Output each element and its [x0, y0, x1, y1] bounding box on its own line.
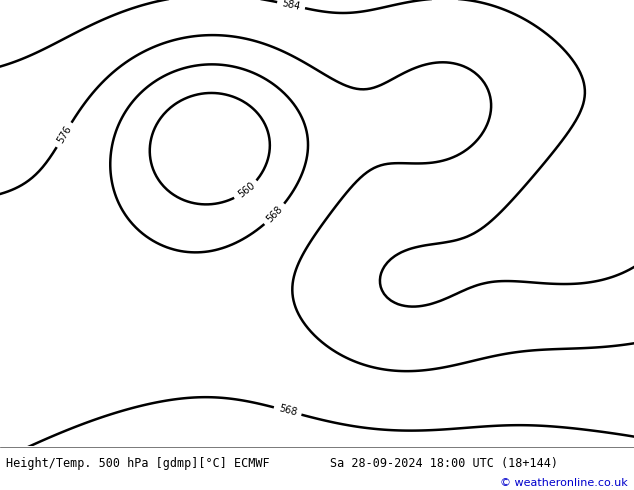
Text: © weatheronline.co.uk: © weatheronline.co.uk [500, 478, 628, 489]
Text: Sa 28-09-2024 18:00 UTC (18+144): Sa 28-09-2024 18:00 UTC (18+144) [330, 457, 558, 470]
Text: 568: 568 [278, 404, 298, 418]
Text: 568: 568 [265, 204, 285, 224]
Text: 584: 584 [281, 0, 301, 12]
Text: Height/Temp. 500 hPa [gdmp][°C] ECMWF: Height/Temp. 500 hPa [gdmp][°C] ECMWF [6, 457, 270, 470]
Text: 576: 576 [55, 124, 73, 146]
Text: 560: 560 [236, 181, 257, 200]
